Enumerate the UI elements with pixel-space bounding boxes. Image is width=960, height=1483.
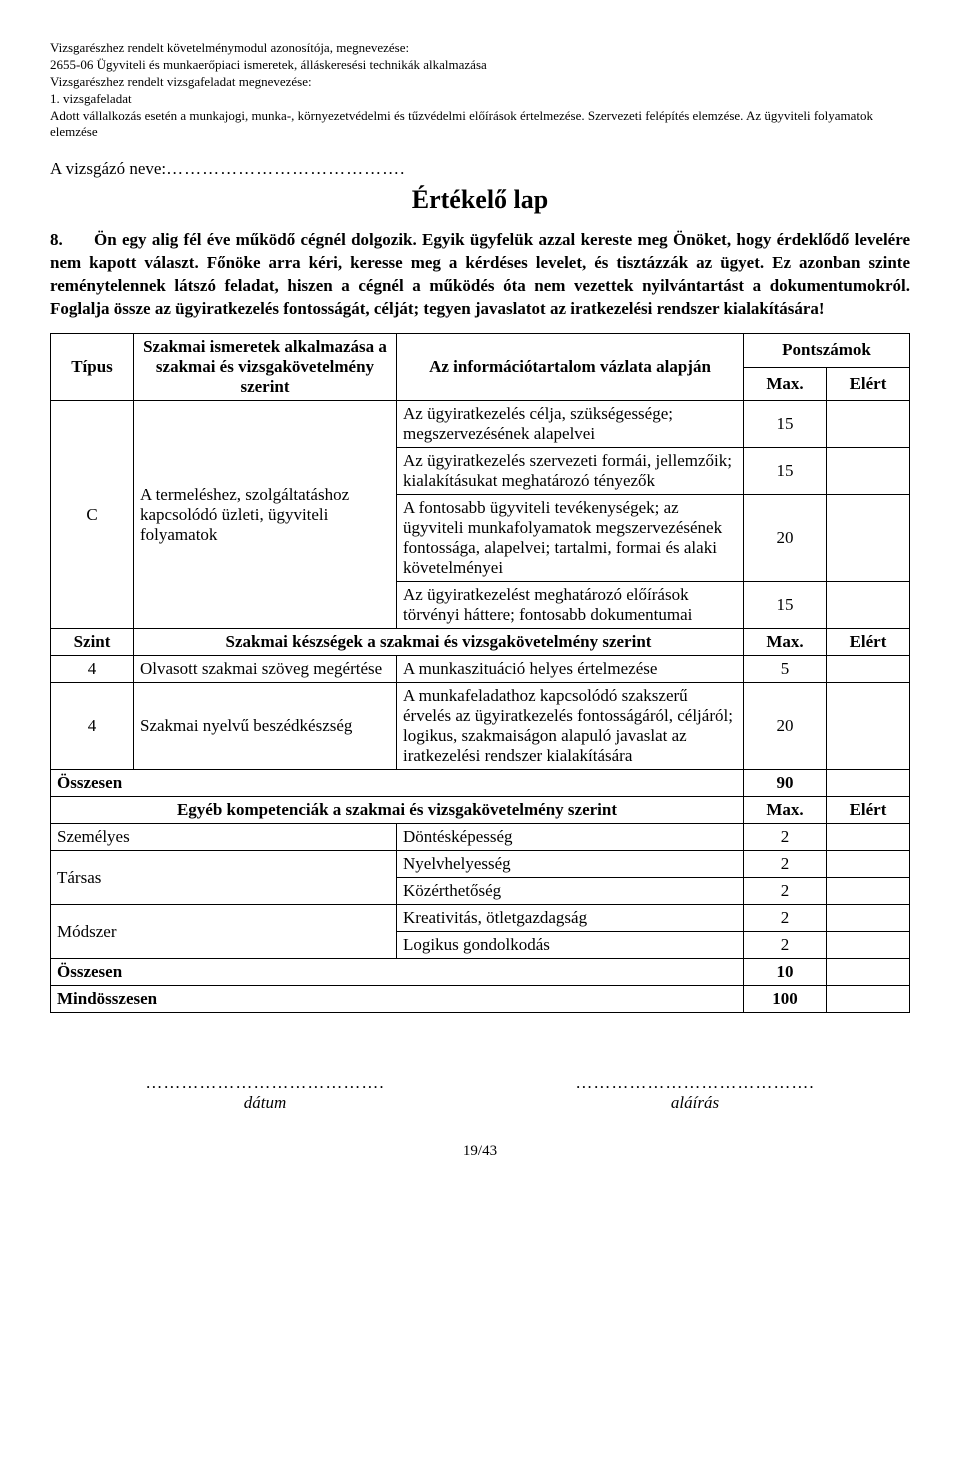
other-max-header: Max.: [744, 797, 827, 824]
score-cell: [827, 448, 910, 495]
evaluation-table: Típus Szakmai ismeretek alkalmazása a sz…: [50, 333, 910, 1013]
table-row: 4 Szakmai nyelvű beszédkészség A munkafe…: [51, 683, 910, 770]
dotted-line: ………………………………….: [93, 1073, 437, 1093]
max-cell: 20: [744, 683, 827, 770]
score-cell: [827, 959, 910, 986]
score-cell: [827, 878, 910, 905]
score-cell: [827, 851, 910, 878]
dotted-line: ………………………………….: [166, 159, 405, 178]
table-row: Módszer Kreativitás, ötletgazdagság 2: [51, 905, 910, 932]
table-row: Személyes Döntésképesség 2: [51, 824, 910, 851]
sign-label: aláírás: [523, 1093, 867, 1113]
group-cell: Társas: [51, 851, 397, 905]
examinee-label: A vizsgázó neve:: [50, 159, 166, 178]
total-label: Mindösszesen: [51, 986, 744, 1013]
table-header-row: Típus Szakmai ismeretek alkalmazása a sz…: [51, 334, 910, 368]
other-label-header: Egyéb kompetenciák a szakmai és vizsgakö…: [51, 797, 744, 824]
table-row: Társas Nyelvhelyesség 2: [51, 851, 910, 878]
module-header: Vizsgarészhez rendelt követelménymodul a…: [50, 40, 910, 141]
max-cell: 20: [744, 495, 827, 582]
score-cell: [827, 986, 910, 1013]
header-line: 2655-06 Ügyviteli és munkaerőpiaci ismer…: [50, 57, 910, 74]
subtotal-value: 10: [744, 959, 827, 986]
item-cell: Logikus gondolkodás: [397, 932, 744, 959]
max-cell: 2: [744, 851, 827, 878]
subtotal-value: 90: [744, 770, 827, 797]
max-cell: 15: [744, 401, 827, 448]
szint-cell: 4: [51, 683, 134, 770]
type-cell: C: [51, 401, 134, 629]
skills-score-header: Elért: [827, 629, 910, 656]
page-title: Értékelő lap: [50, 185, 910, 215]
item-cell: Közérthetőség: [397, 878, 744, 905]
score-cell: [827, 495, 910, 582]
col-skill-header: Szakmai ismeretek alkalmazása a szakmai …: [134, 334, 397, 401]
item-cell: Nyelvhelyesség: [397, 851, 744, 878]
header-line: 1. vizsgafeladat: [50, 91, 910, 108]
group-cell: Módszer: [51, 905, 397, 959]
subtotal-row: Összesen 90: [51, 770, 910, 797]
header-line: Vizsgarészhez rendelt követelménymodul a…: [50, 40, 910, 57]
question-number: 8.: [50, 229, 94, 252]
question-body: Ön egy alig fél éve működő cégnél dolgoz…: [50, 230, 910, 318]
date-signature-block: …………………………………. dátum: [93, 1073, 437, 1113]
max-cell: 2: [744, 824, 827, 851]
examinee-name-line: A vizsgázó neve:………………………………….: [50, 159, 910, 179]
skill-cell: A termeléshez, szolgáltatáshoz kapcsolód…: [134, 401, 397, 629]
subtotal-label: Összesen: [51, 770, 744, 797]
col-score-header: Elért: [827, 367, 910, 401]
max-cell: 5: [744, 656, 827, 683]
header-line: Adott vállalkozás esetén a munkajogi, mu…: [50, 108, 910, 142]
info-cell: A munkaszituáció helyes értelmezése: [397, 656, 744, 683]
table-row: 4 Olvasott szakmai szöveg megértése A mu…: [51, 656, 910, 683]
skill-cell: Olvasott szakmai szöveg megértése: [134, 656, 397, 683]
date-label: dátum: [93, 1093, 437, 1113]
other-score-header: Elért: [827, 797, 910, 824]
table-row: C A termeléshez, szolgáltatáshoz kapcsol…: [51, 401, 910, 448]
sign-signature-block: …………………………………. aláírás: [523, 1073, 867, 1113]
question-text: 8.Ön egy alig fél éve működő cégnél dolg…: [50, 229, 910, 321]
score-cell: [827, 824, 910, 851]
dotted-line: ………………………………….: [523, 1073, 867, 1093]
score-cell: [827, 905, 910, 932]
skill-cell: Szakmai nyelvű beszédkészség: [134, 683, 397, 770]
skills-max-header: Max.: [744, 629, 827, 656]
score-cell: [827, 582, 910, 629]
max-cell: 2: [744, 878, 827, 905]
col-max-header: Max.: [744, 367, 827, 401]
skills-header-row: Szint Szakmai készségek a szakmai és viz…: [51, 629, 910, 656]
info-cell: A fontosabb ügyviteli tevékenységek; az …: [397, 495, 744, 582]
item-cell: Kreativitás, ötletgazdagság: [397, 905, 744, 932]
signature-row: …………………………………. dátum …………………………………. aláí…: [50, 1073, 910, 1113]
col-points-header: Pontszámok: [744, 334, 910, 368]
item-cell: Döntésképesség: [397, 824, 744, 851]
score-cell: [827, 401, 910, 448]
total-row: Mindösszesen 100: [51, 986, 910, 1013]
score-cell: [827, 932, 910, 959]
score-cell: [827, 770, 910, 797]
info-cell: Az ügyiratkezelést meghatározó előírások…: [397, 582, 744, 629]
skills-label-header: Szakmai készségek a szakmai és vizsgaköv…: [134, 629, 744, 656]
col-info-header: Az információtartalom vázlata alapján: [397, 334, 744, 401]
subtotal-row: Összesen 10: [51, 959, 910, 986]
group-cell: Személyes: [51, 824, 397, 851]
score-cell: [827, 656, 910, 683]
szint-cell: 4: [51, 656, 134, 683]
subtotal-label: Összesen: [51, 959, 744, 986]
col-type-header: Típus: [51, 334, 134, 401]
max-cell: 15: [744, 448, 827, 495]
score-cell: [827, 683, 910, 770]
info-cell: Az ügyiratkezelés szervezeti formái, jel…: [397, 448, 744, 495]
szint-header: Szint: [51, 629, 134, 656]
max-cell: 2: [744, 905, 827, 932]
info-cell: Az ügyiratkezelés célja, szükségessége; …: [397, 401, 744, 448]
max-cell: 15: [744, 582, 827, 629]
total-value: 100: [744, 986, 827, 1013]
page-number: 19/43: [50, 1143, 910, 1160]
header-line: Vizsgarészhez rendelt vizsgafeladat megn…: [50, 74, 910, 91]
max-cell: 2: [744, 932, 827, 959]
other-header-row: Egyéb kompetenciák a szakmai és vizsgakö…: [51, 797, 910, 824]
info-cell: A munkafeladathoz kapcsolódó szakszerű é…: [397, 683, 744, 770]
